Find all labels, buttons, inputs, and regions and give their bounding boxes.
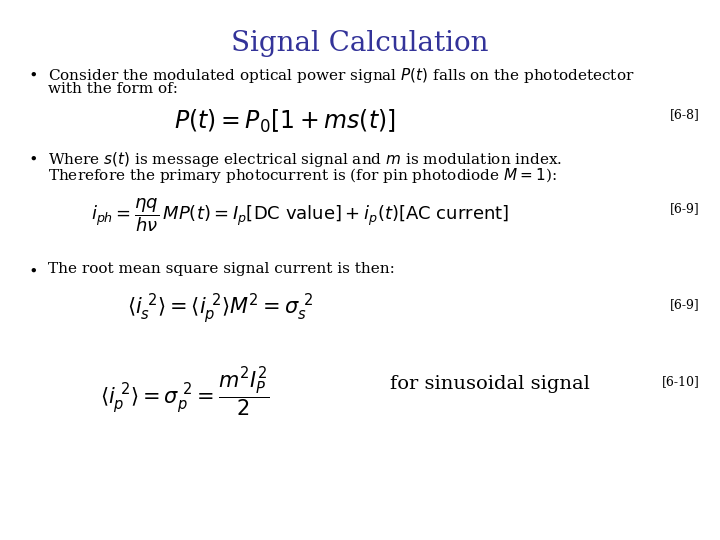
Text: [6-8]: [6-8]: [670, 108, 700, 121]
Text: $i_{ph} = \dfrac{\eta q}{h\nu}\, MP(t) = I_p[\mathrm{DC\ value}] + i_p(t)[\mathr: $i_{ph} = \dfrac{\eta q}{h\nu}\, MP(t) =…: [91, 196, 509, 234]
Text: for sinusoidal signal: for sinusoidal signal: [390, 375, 590, 393]
Text: $\langle i_p^{\ 2}\rangle = \sigma_p^{\ 2} = \dfrac{m^2 I_P^2}{2}$: $\langle i_p^{\ 2}\rangle = \sigma_p^{\ …: [100, 365, 269, 418]
Text: Where $s(t)$ is message electrical signal and $m$ is modulation index.: Where $s(t)$ is message electrical signa…: [48, 150, 562, 169]
Text: [6-9]: [6-9]: [670, 202, 700, 215]
Text: Consider the modulated optical power signal $P(t)$ falls on the photodetector: Consider the modulated optical power sig…: [48, 66, 634, 85]
Text: Signal Calculation: Signal Calculation: [231, 30, 489, 57]
Text: $P(t) = P_0[1 + ms(t)]$: $P(t) = P_0[1 + ms(t)]$: [174, 108, 396, 135]
Text: with the form of:: with the form of:: [48, 82, 178, 96]
Text: [6-9]: [6-9]: [670, 298, 700, 311]
Text: The root mean square signal current is then:: The root mean square signal current is t…: [48, 262, 395, 276]
Text: $\bullet$: $\bullet$: [28, 262, 37, 277]
Text: $\langle i_s^{\ 2}\rangle = \langle i_p^{\ 2}\rangle M^2 = \sigma_s^{\ 2}$: $\langle i_s^{\ 2}\rangle = \langle i_p^…: [127, 292, 313, 326]
Text: Therefore the primary photocurrent is (for pin photodiode $M=1$):: Therefore the primary photocurrent is (f…: [48, 166, 557, 185]
Text: $\bullet$: $\bullet$: [28, 66, 37, 81]
Text: $\bullet$: $\bullet$: [28, 150, 37, 165]
Text: [6-10]: [6-10]: [662, 375, 700, 388]
